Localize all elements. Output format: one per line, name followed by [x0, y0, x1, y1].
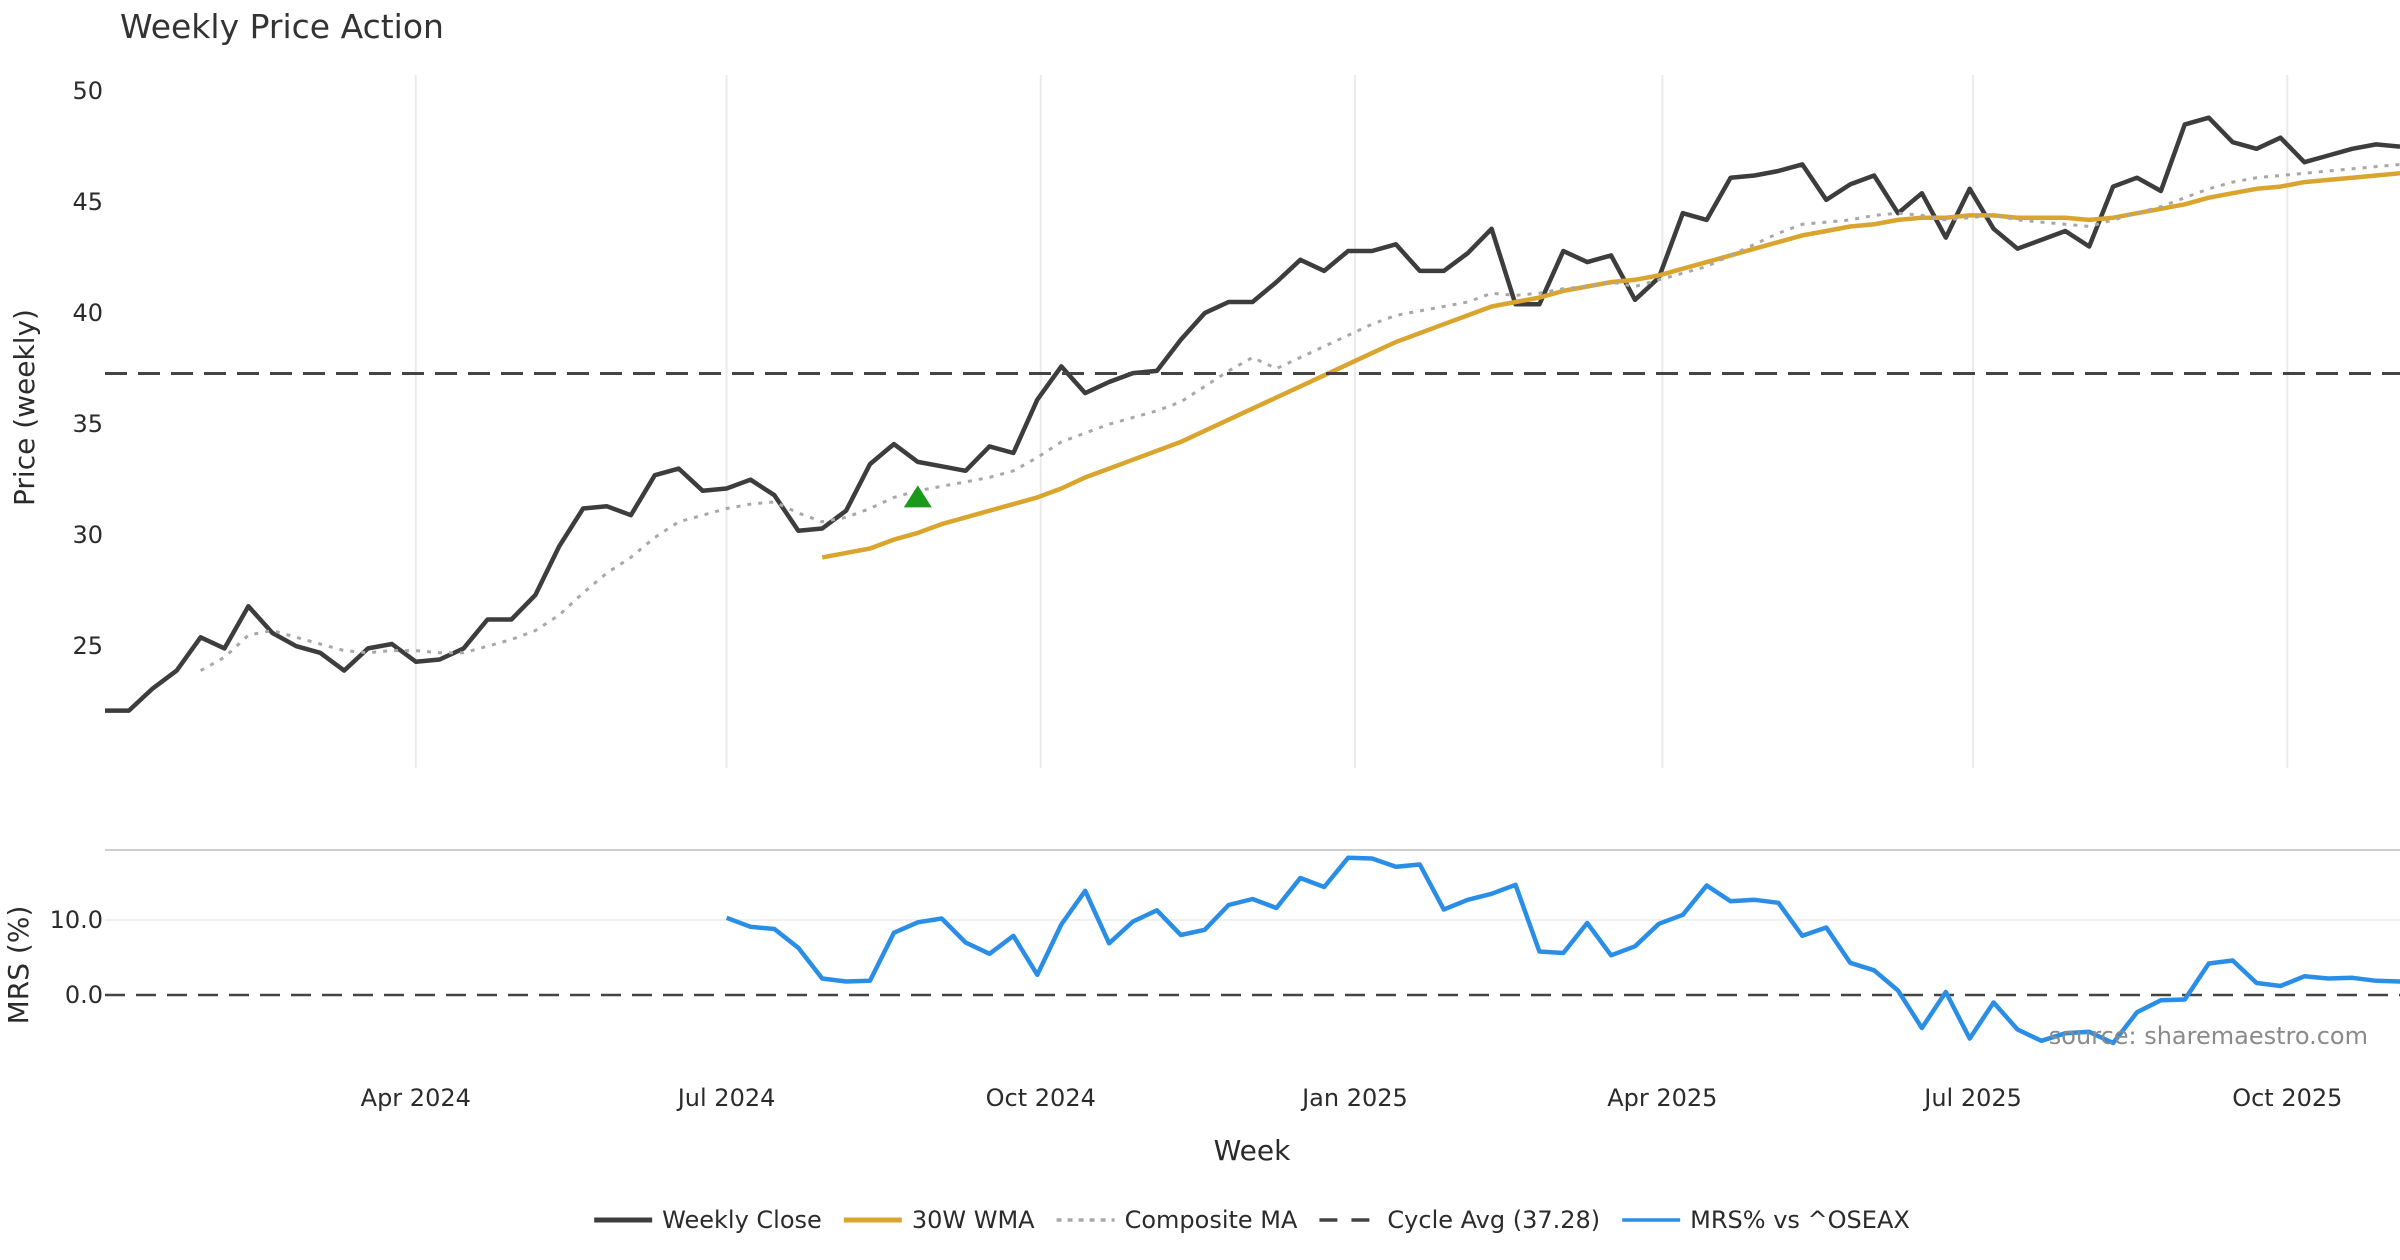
price-y-axis-label: Price (weekly) [8, 309, 41, 506]
x-tick-oct-2025: Oct 2025 [2232, 1084, 2342, 1112]
x-tick-jan-2025: Jan 2025 [1300, 1084, 1408, 1112]
series-mrs-vs-oseax [725, 855, 2400, 1046]
price-y-tick-50: 50 [72, 77, 103, 105]
legend: Weekly Close 30W WMA Composite MA Cycle Avg… [594, 1206, 1910, 1234]
mrs-y-ticks: 0.0 10.0 [50, 906, 2400, 1009]
x-axis-label: Week [1214, 1134, 1291, 1167]
legend-label-weekly-close: Weekly Close [662, 1206, 822, 1234]
x-tick-jul-2024: Jul 2024 [676, 1084, 776, 1112]
mrs-series-group [725, 855, 2400, 1046]
price-gridlines [414, 75, 2289, 768]
x-tick-oct-2024: Oct 2024 [986, 1084, 1096, 1112]
series-30w-wma [821, 171, 2400, 560]
price-y-tick-45: 45 [72, 188, 103, 216]
legend-label-mrs-vs-oseax: MRS% vs ^OSEAX [1690, 1206, 1910, 1234]
legend-item-weekly-close: Weekly Close [594, 1206, 822, 1234]
legend-item-30w-wma: 30W WMA [843, 1206, 1035, 1234]
source-note: source: sharemaestro.com [2049, 1022, 2368, 1050]
price-series-group [105, 115, 2400, 713]
x-tick-apr-2025: Apr 2025 [1607, 1084, 1717, 1112]
legend-label-30w-wma: 30W WMA [912, 1206, 1035, 1234]
legend-label-composite-ma: Composite MA [1125, 1206, 1298, 1234]
mrs-y-tick-0: 0.0 [65, 981, 103, 1009]
x-tick-apr-2024: Apr 2024 [361, 1084, 471, 1112]
mrs-y-axis-label: MRS (%) [2, 906, 35, 1025]
price-y-ticks: 25 30 35 40 45 50 [72, 77, 103, 660]
series-composite-ma [199, 162, 2400, 672]
x-axis-ticks: Apr 2024 Jul 2024 Oct 2024 Jan 2025 Apr 2025… [361, 1084, 2343, 1112]
buy-signal-marker [903, 485, 932, 508]
price-y-tick-30: 30 [72, 521, 103, 549]
legend-label-cycle-avg-37-28: Cycle Avg (37.28) [1387, 1206, 1600, 1234]
mrs-y-tick-10: 10.0 [50, 906, 103, 934]
price-y-tick-25: 25 [72, 632, 103, 660]
price-y-tick-40: 40 [72, 299, 103, 327]
price-y-tick-35: 35 [72, 410, 103, 438]
chart-title: Weekly Price Action [120, 7, 444, 46]
legend-item-cycle-avg-37-28: Cycle Avg (37.28) [1319, 1206, 1600, 1234]
legend-item-composite-ma: Composite MA [1056, 1206, 1298, 1234]
x-tick-jul-2025: Jul 2025 [1922, 1084, 2022, 1112]
series-weekly-close [105, 115, 2400, 713]
legend-item-mrs-vs-oseax: MRS% vs ^OSEAX [1622, 1206, 1910, 1234]
